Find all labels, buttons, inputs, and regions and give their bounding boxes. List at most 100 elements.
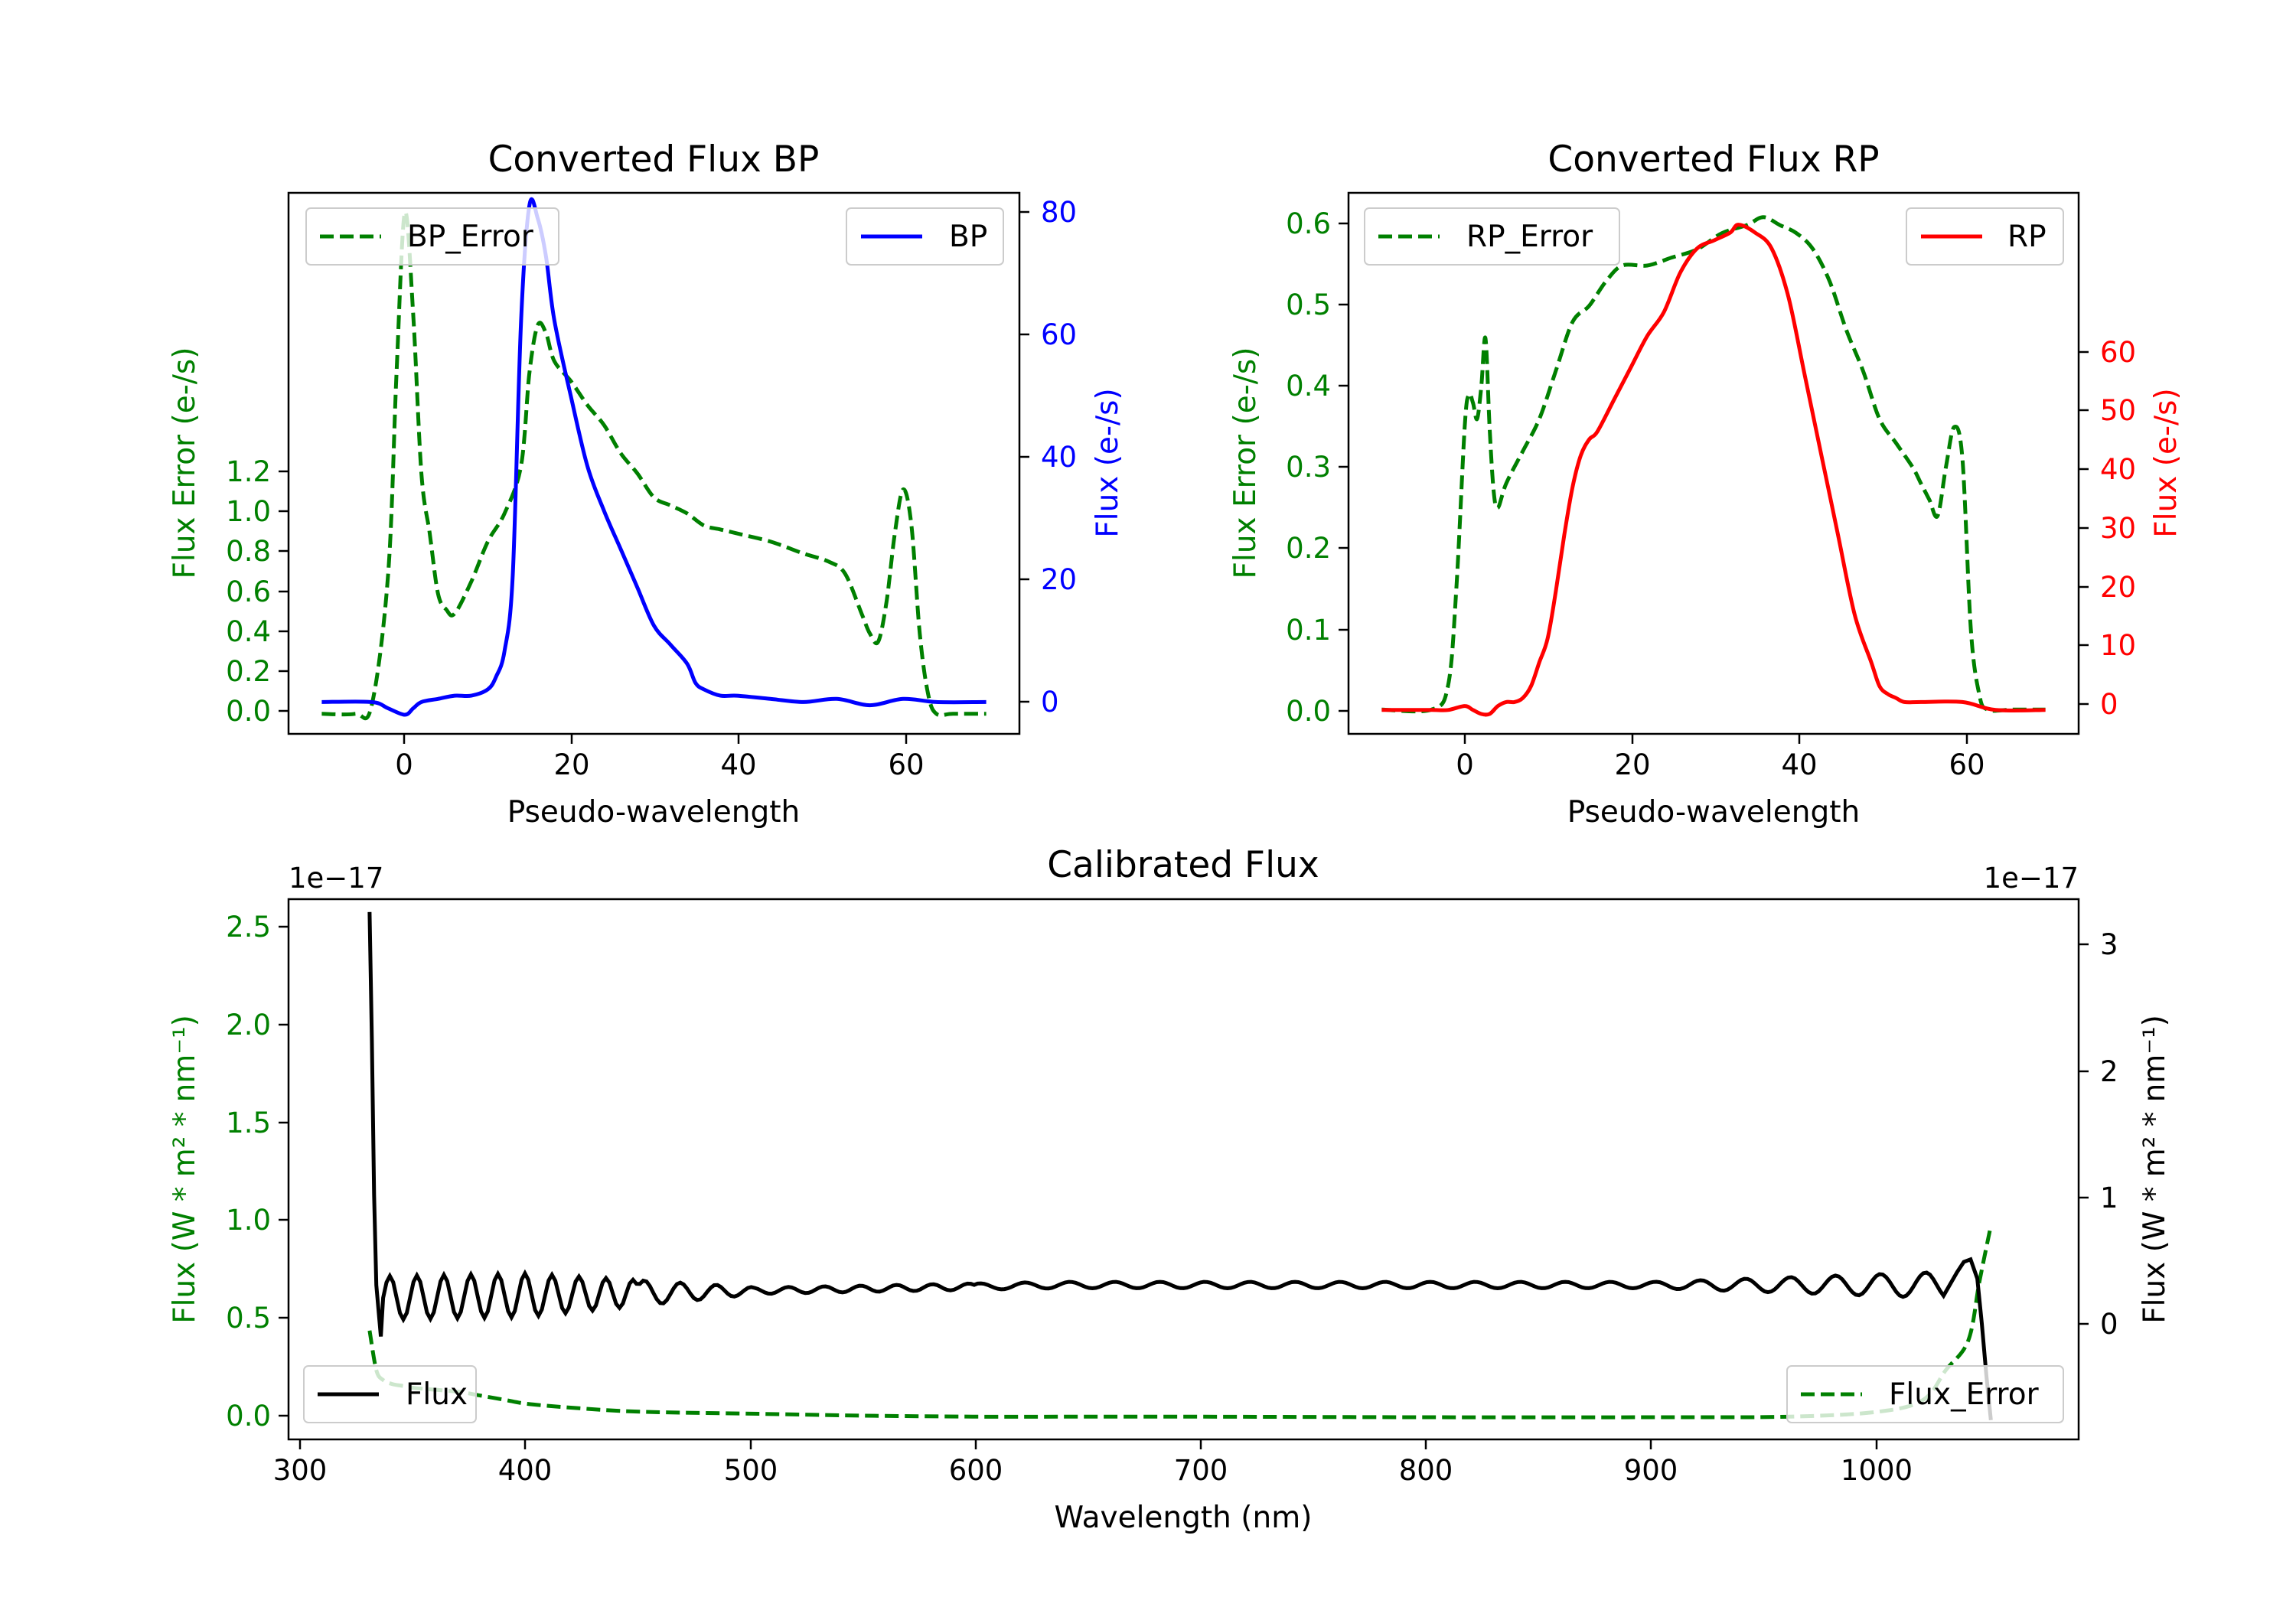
bp-left-ytick-label: 1.2 xyxy=(226,455,271,488)
rp-right-ytick-label: 20 xyxy=(2100,571,2136,604)
calibrated-xtick-label: 500 xyxy=(724,1454,778,1487)
calibrated-right-ytick-label: 0 xyxy=(2100,1308,2118,1341)
calibrated-xtick-label: 600 xyxy=(949,1454,1003,1487)
calibrated-x-ticks: 300 400 500 600 700 800 900 1000 xyxy=(273,1439,1913,1487)
rp-flux-legend-label: RP xyxy=(2007,220,2047,254)
rp-right-y-axis-label: Flux (e-/s) xyxy=(2149,388,2183,537)
calibrated-axes-frame xyxy=(287,898,2080,1441)
bp-right-ytick-label: 0 xyxy=(1041,686,1059,719)
bp-right-ytick-label: 20 xyxy=(1041,563,1077,596)
rp-right-ytick-label: 10 xyxy=(2100,629,2136,662)
rp-left-ytick-label: 0.2 xyxy=(1286,532,1331,565)
bp-flux-legend: BP xyxy=(846,207,1004,266)
calibrated-xtick-label: 300 xyxy=(273,1454,328,1487)
rp-panel: Converted Flux RP 0 20 40 60 Pseudo-wave… xyxy=(1228,139,2183,830)
rp-right-ytick-label: 0 xyxy=(2100,688,2118,721)
calibrated-left-y-ticks: 0.0 0.5 1.0 1.5 2.0 2.5 xyxy=(226,911,289,1433)
calibrated-left-ytick-label: 0.5 xyxy=(226,1302,271,1335)
rp-title: Converted Flux RP xyxy=(1548,139,1879,181)
rp-flux-line xyxy=(1381,223,2046,717)
bp-xtick-label: 60 xyxy=(888,748,924,781)
rp-left-ytick-label: 0.5 xyxy=(1286,288,1331,321)
rp-right-y-ticks: 0 10 20 30 40 50 60 xyxy=(2079,336,2136,721)
bp-panel: Converted Flux BP 0 20 40 60 Pseudo-wave… xyxy=(168,139,1125,830)
bp-right-ytick-label: 40 xyxy=(1041,441,1077,474)
calibrated-left-ytick-label: 1.0 xyxy=(226,1204,271,1237)
calibrated-left-y-axis-label: Flux (W * m² * nm⁻¹) xyxy=(168,1015,202,1324)
rp-flux-legend: RP xyxy=(1906,207,2064,266)
flux-error-legend-label: Flux_Error xyxy=(1889,1377,2040,1412)
rp-error-line xyxy=(1381,215,2046,714)
flux-line xyxy=(367,911,1993,1421)
bp-right-y-ticks: 0 20 40 60 80 xyxy=(1019,196,1077,719)
rp-right-ytick-label: 40 xyxy=(2100,453,2136,486)
rp-xtick-label: 60 xyxy=(1949,748,1985,781)
rp-error-legend: RP_Error xyxy=(1364,207,1620,266)
rp-left-ytick-label: 0.6 xyxy=(1286,207,1331,240)
calibrated-right-ytick-label: 2 xyxy=(2100,1055,2118,1088)
bp-left-ytick-label: 0.8 xyxy=(226,535,271,568)
bp-left-ytick-label: 0.4 xyxy=(226,615,271,648)
bp-xtick-label: 20 xyxy=(553,748,589,781)
calibrated-left-ytick-label: 2.5 xyxy=(226,911,271,944)
calibrated-right-y-axis-label: Flux (W * m² * nm⁻¹) xyxy=(2138,1015,2172,1324)
calibrated-right-ytick-label: 1 xyxy=(2100,1182,2118,1214)
bp-error-legend-label: BP_Error xyxy=(407,220,534,254)
flux-error-legend: Flux_Error xyxy=(1786,1365,2064,1423)
calibrated-xtick-label: 900 xyxy=(1624,1454,1678,1487)
bp-title: Converted Flux BP xyxy=(488,139,820,181)
rp-xtick-label: 40 xyxy=(1781,748,1817,781)
bp-left-ytick-label: 0.0 xyxy=(226,695,271,728)
calibrated-xtick-label: 1000 xyxy=(1841,1454,1913,1487)
calibrated-left-offset: 1e−17 xyxy=(289,862,383,895)
bp-error-line xyxy=(321,210,987,721)
rp-left-ytick-label: 0.4 xyxy=(1286,370,1331,403)
flux-legend: Flux xyxy=(303,1365,477,1423)
calibrated-left-ytick-label: 1.5 xyxy=(226,1107,271,1139)
calibrated-right-ytick-label: 3 xyxy=(2100,928,2118,961)
bp-left-y-ticks: 0.0 0.2 0.4 0.6 0.8 1.0 1.2 xyxy=(226,455,289,728)
bp-left-ytick-label: 0.6 xyxy=(226,575,271,608)
bp-xtick-label: 0 xyxy=(395,748,413,781)
rp-xtick-label: 20 xyxy=(1614,748,1650,781)
calibrated-title: Calibrated Flux xyxy=(1047,844,1319,886)
rp-left-ytick-label: 0.0 xyxy=(1286,695,1331,728)
rp-x-axis-label: Pseudo-wavelength xyxy=(1567,795,1860,830)
rp-left-y-ticks: 0.0 0.1 0.2 0.3 0.4 0.5 0.6 xyxy=(1286,207,1349,728)
bp-x-ticks: 0 20 40 60 xyxy=(395,734,925,781)
rp-left-y-axis-label: Flux Error (e-/s) xyxy=(1228,347,1263,579)
calibrated-xtick-label: 800 xyxy=(1399,1454,1453,1487)
bp-flux-legend-label: BP xyxy=(949,220,987,254)
calibrated-right-y-ticks: 0 1 2 3 xyxy=(2079,928,2118,1341)
bp-left-ytick-label: 1.0 xyxy=(226,495,271,528)
bp-left-y-axis-label: Flux Error (e-/s) xyxy=(168,347,202,579)
bp-left-ytick-label: 0.2 xyxy=(226,655,271,688)
calibrated-xtick-label: 700 xyxy=(1174,1454,1228,1487)
rp-right-ytick-label: 60 xyxy=(2100,336,2136,369)
calibrated-x-axis-label: Wavelength (nm) xyxy=(1055,1501,1313,1535)
rp-error-legend-label: RP_Error xyxy=(1466,220,1593,254)
calibrated-xtick-label: 400 xyxy=(498,1454,553,1487)
rp-xtick-label: 0 xyxy=(1456,748,1474,781)
flux-legend-label: Flux xyxy=(406,1377,468,1412)
rp-x-ticks: 0 20 40 60 xyxy=(1456,734,1985,781)
bp-xtick-label: 40 xyxy=(720,748,756,781)
bp-x-axis-label: Pseudo-wavelength xyxy=(507,795,800,830)
bp-right-y-axis-label: Flux (e-/s) xyxy=(1091,388,1125,537)
rp-axes-frame xyxy=(1347,191,2080,735)
rp-right-ytick-label: 50 xyxy=(2100,394,2136,427)
bp-flux-line xyxy=(321,197,987,717)
bp-right-ytick-label: 60 xyxy=(1041,318,1077,351)
calibrated-right-offset: 1e−17 xyxy=(1984,862,2079,895)
calibrated-panel: Calibrated Flux 1e−17 1e−17 300 400 500 … xyxy=(168,844,2172,1535)
rp-left-ytick-label: 0.1 xyxy=(1286,614,1331,647)
bp-error-legend: BP_Error xyxy=(305,207,559,266)
flux-error-line xyxy=(367,1225,1993,1420)
calibrated-left-ytick-label: 2.0 xyxy=(226,1009,271,1041)
bp-right-ytick-label: 80 xyxy=(1041,196,1077,229)
bp-axes-frame xyxy=(287,191,1021,735)
rp-left-ytick-label: 0.3 xyxy=(1286,451,1331,484)
rp-right-ytick-label: 30 xyxy=(2100,512,2136,545)
calibrated-left-ytick-label: 0.0 xyxy=(226,1400,271,1433)
